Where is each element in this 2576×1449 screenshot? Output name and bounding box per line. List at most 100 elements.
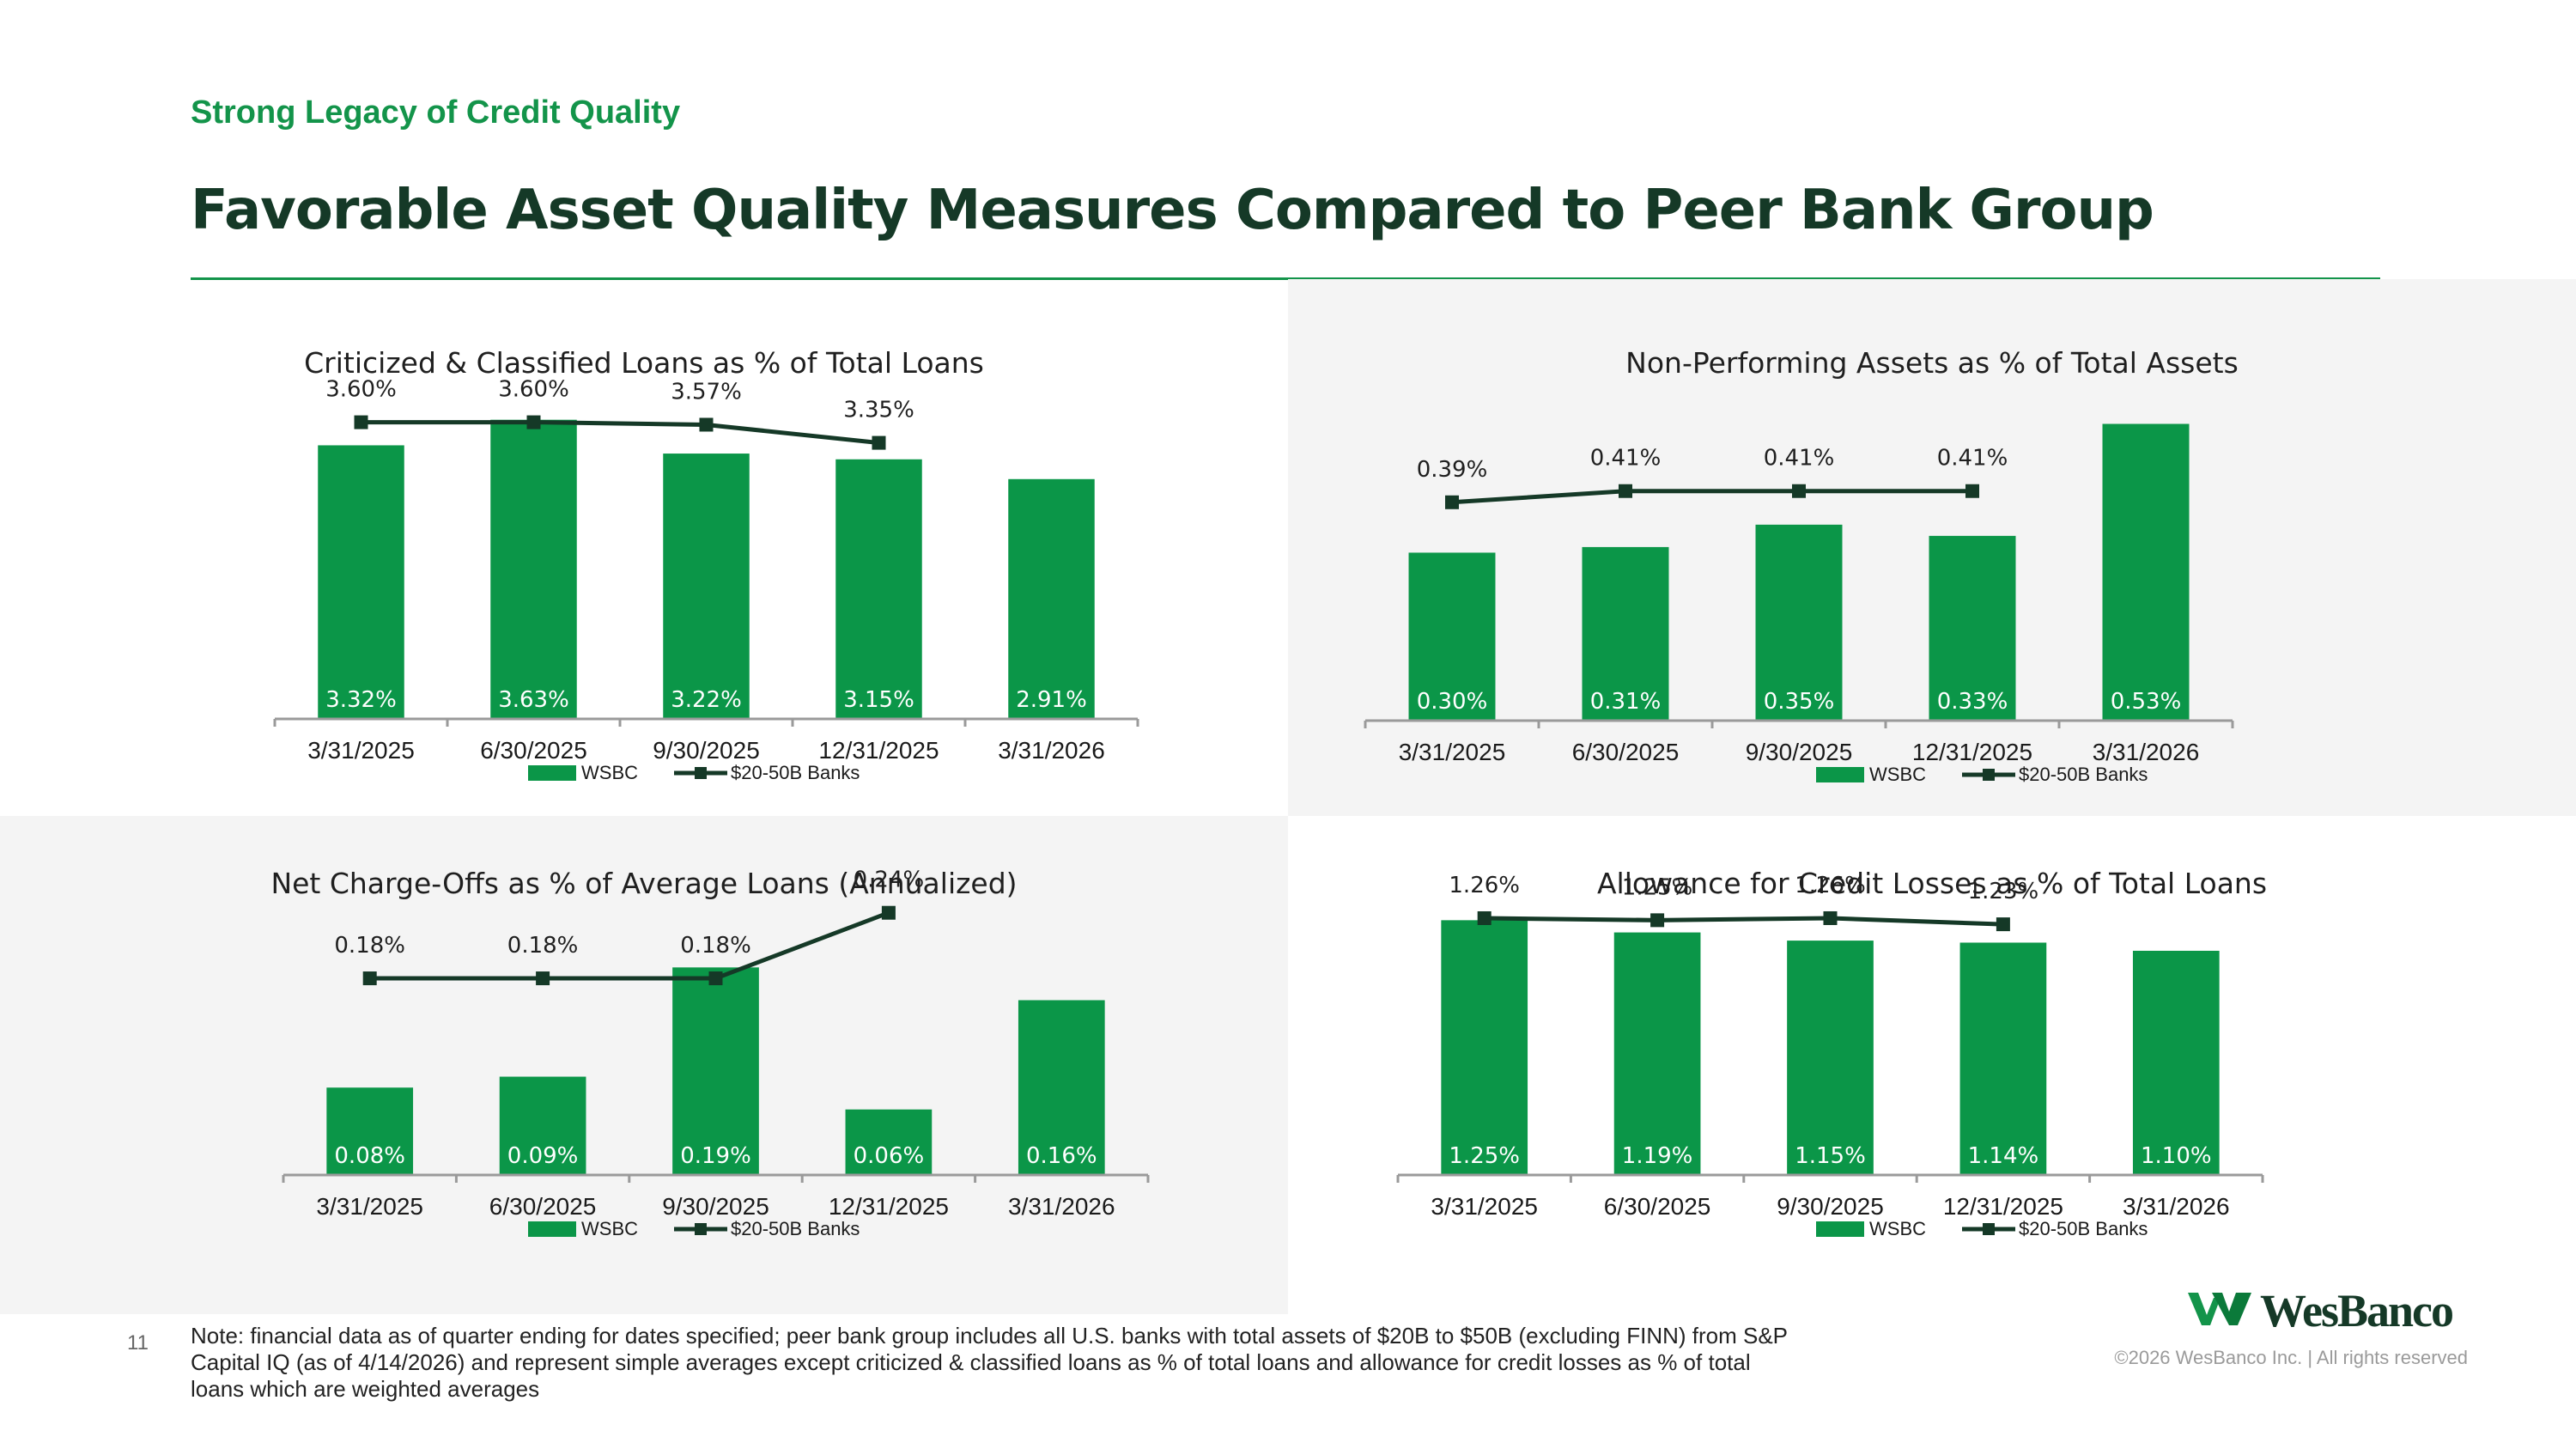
bar-wsbc-12-31-2025 (845, 1109, 933, 1175)
line-value-label: 0.41% (1764, 446, 1835, 472)
x-tick-label: 12/31/2025 (829, 1193, 949, 1220)
legend-label-peer-banks: $20-50B Banks (2019, 764, 2148, 785)
marker-peer-6-30-2025 (536, 971, 550, 986)
bar-wsbc-9-30-2025 (663, 454, 750, 719)
legend-label-peer-banks: $20-50B Banks (2019, 1218, 2148, 1239)
bar-wsbc-3-31-2025 (326, 1087, 414, 1175)
bar-value-label: 0.09% (507, 1143, 579, 1169)
logo-wordmark: WesBanco (2260, 1285, 2454, 1336)
bar-value-label: 0.08% (334, 1143, 405, 1169)
chart-net-charge-offs: Net Charge-Offs as % of Average Loans (A… (270, 867, 1150, 1239)
bar-value-label: 0.30% (1417, 689, 1488, 715)
bar-value-label: 1.19% (1622, 1143, 1693, 1169)
bar-wsbc-3-31-2026 (1018, 1000, 1105, 1175)
legend-label-wsbc: WSBC (581, 1218, 638, 1239)
x-tick-label: 12/31/2025 (1943, 1193, 2063, 1220)
chart-panel-net-charge-offs: Net Charge-Offs as % of Average Loans (A… (0, 816, 1288, 1314)
x-tick-label: 9/30/2025 (662, 1193, 769, 1220)
marker-peer-3-31-2025 (362, 971, 377, 986)
line-peer-banks (361, 420, 879, 446)
legend-label-peer-banks: $20-50B Banks (731, 762, 860, 783)
bar-wsbc-12-31-2025 (1959, 942, 2047, 1175)
bar-wsbc-3-31-2025 (318, 445, 404, 719)
chart-allowance-credit-losses: Allowance for Credit Losses as % of Tota… (1396, 867, 2267, 1239)
bar-wsbc-6-30-2025 (1582, 546, 1669, 721)
bar-wsbc-12-31-2025 (1929, 535, 2016, 721)
bar-wsbc-9-30-2025 (672, 967, 759, 1175)
bar-value-label: 0.16% (1026, 1143, 1097, 1169)
legend-swatch-wsbc (1816, 1221, 1864, 1237)
chart-criticized-classified: Criticized & Classified Loans as % of To… (273, 346, 1139, 783)
line-value-label: 1.26% (1449, 873, 1520, 898)
chart-title: Non-Performing Assets as % of Total Asse… (1625, 346, 2239, 380)
bar-value-label: 0.31% (1590, 689, 1662, 715)
legend-swatch-wsbc (528, 1221, 576, 1237)
bar-value-label: 3.63% (498, 687, 569, 713)
bar-wsbc-3-31-2025 (1441, 920, 1528, 1175)
marker-peer-6-30-2025 (1650, 913, 1665, 928)
x-tick-label: 6/30/2025 (1572, 739, 1680, 765)
x-tick-label: 6/30/2025 (1604, 1193, 1711, 1220)
marker-peer-12-31-2025 (881, 905, 896, 920)
x-tick-label: 3/31/2026 (2123, 1193, 2230, 1220)
bar-wsbc-3-31-2026 (1008, 478, 1095, 719)
bar-value-label: 1.10% (2141, 1143, 2212, 1169)
marker-peer-6-30-2025 (1619, 484, 1632, 498)
marker-peer-9-30-2025 (1792, 484, 1806, 498)
legend-label-peer-banks: $20-50B Banks (731, 1218, 860, 1239)
marker-peer-3-31-2025 (1445, 495, 1459, 509)
marker-peer-3-31-2025 (354, 415, 368, 429)
line-peer-banks (1451, 489, 1972, 505)
legend-swatch-wsbc (1816, 767, 1864, 782)
chart-panel-non-performing-assets: Non-Performing Assets as % of Total Asse… (1288, 279, 2576, 816)
line-value-label: 3.60% (325, 377, 397, 403)
chart-title: Allowance for Credit Losses as % of Tota… (1597, 867, 2267, 900)
line-value-label: 0.41% (1937, 446, 2008, 472)
legend-swatch-wsbc (528, 765, 576, 781)
x-tick-label: 9/30/2025 (1746, 739, 1853, 765)
bar-value-label: 1.14% (1968, 1143, 2039, 1169)
page-title: Favorable Asset Quality Measures Compare… (191, 179, 2154, 242)
bar-value-label: 3.15% (843, 687, 914, 713)
line-value-label: 0.41% (1590, 446, 1662, 472)
marker-peer-12-31-2025 (1996, 917, 2010, 932)
marker-peer-9-30-2025 (699, 417, 714, 432)
line-value-label: 3.57% (671, 379, 742, 405)
legend-label-wsbc: WSBC (581, 762, 638, 783)
bar-wsbc-9-30-2025 (1755, 524, 1843, 721)
bar-value-label: 0.35% (1764, 689, 1835, 715)
marker-peer-12-31-2025 (1965, 484, 1979, 498)
bar-wsbc-3-31-2025 (1408, 552, 1496, 721)
line-value-label: 3.60% (498, 377, 569, 403)
x-tick-label: 3/31/2025 (316, 1193, 423, 1220)
chart-panel-criticized-classified: Criticized & Classified Loans as % of To… (0, 292, 1288, 816)
legend-swatch-peer-marker (695, 767, 707, 779)
bar-wsbc-3-31-2026 (2102, 423, 2190, 721)
copyright: ©2026 WesBanco Inc. | All rights reserve… (2114, 1347, 2468, 1368)
marker-peer-12-31-2025 (872, 435, 886, 450)
legend-swatch-peer-marker (1983, 769, 1995, 781)
line-value-label: 1.25% (1622, 874, 1693, 900)
bar-wsbc-6-30-2025 (499, 1076, 586, 1175)
x-tick-label: 9/30/2025 (1777, 1193, 1884, 1220)
line-value-label: 0.18% (507, 933, 579, 959)
bar-value-label: 1.25% (1449, 1143, 1520, 1169)
bar-wsbc-6-30-2025 (490, 419, 577, 719)
line-value-label: 0.18% (334, 933, 405, 959)
bar-value-label: 1.15% (1795, 1143, 1866, 1169)
marker-peer-9-30-2025 (708, 971, 723, 986)
bar-value-label: 3.32% (325, 687, 397, 713)
marker-peer-9-30-2025 (1823, 910, 1838, 925)
line-value-label: 0.39% (1417, 457, 1488, 483)
marker-peer-6-30-2025 (526, 415, 541, 429)
bar-value-label: 0.19% (680, 1143, 751, 1169)
chart-title: Criticized & Classified Loans as % of To… (304, 346, 984, 380)
marker-peer-3-31-2025 (1477, 910, 1492, 925)
line-value-label: 1.26% (1795, 873, 1866, 898)
bar-value-label: 0.06% (854, 1143, 925, 1169)
line-peer-banks (369, 910, 890, 981)
bar-wsbc-6-30-2025 (1613, 932, 1701, 1175)
chart-title: Net Charge-Offs as % of Average Loans (A… (270, 867, 1017, 900)
legend-swatch-peer-marker (1983, 1223, 1995, 1235)
chart-non-performing-assets: Non-Performing Assets as % of Total Asse… (1364, 346, 2239, 785)
